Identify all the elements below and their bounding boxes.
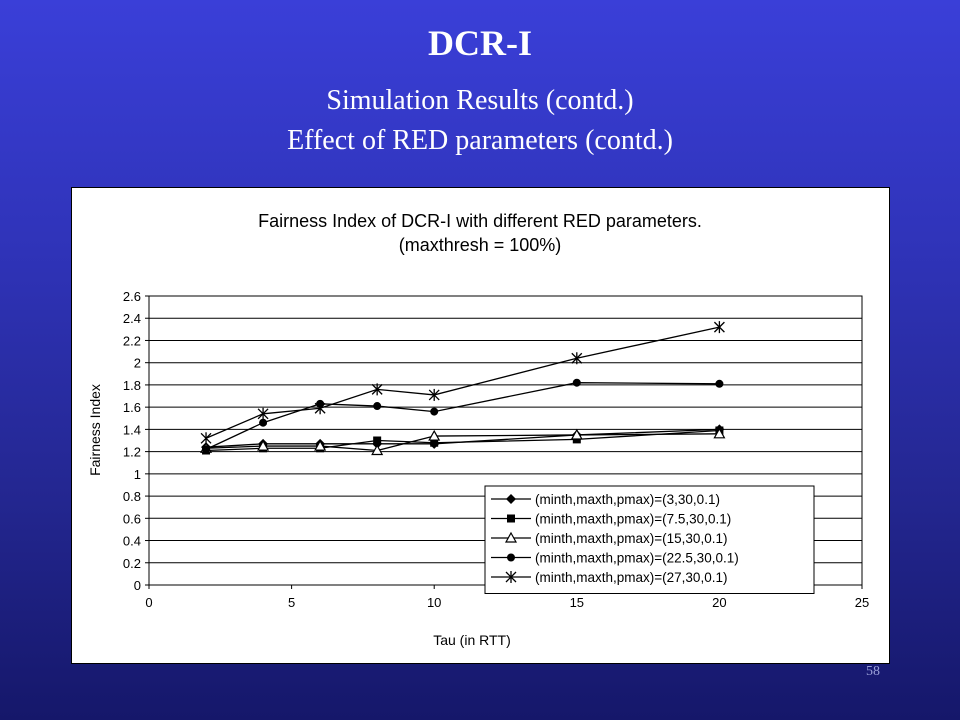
y-tick-label: 1.6 xyxy=(123,400,141,415)
y-tick-label: 0.6 xyxy=(123,511,141,526)
slide-title: DCR-I xyxy=(428,23,532,63)
data-point-star xyxy=(713,321,725,334)
data-point-triangle xyxy=(314,439,327,451)
y-tick-label: 2 xyxy=(134,356,141,371)
chart-title: Fairness Index of DCR-I with different R… xyxy=(258,211,702,231)
legend-label: (minth,maxth,pmax)=(15,30,0.1) xyxy=(535,531,727,546)
x-axis-label: Tau (in RTT) xyxy=(433,632,511,648)
y-tick-label: 2.4 xyxy=(123,311,141,326)
chart-subtitle: (maxthresh = 100%) xyxy=(399,235,562,255)
line-chart: Fairness Index of DCR-I with different R… xyxy=(87,211,869,648)
data-point-circle xyxy=(373,402,382,411)
data-point-star xyxy=(428,388,440,401)
data-point-circle xyxy=(430,407,439,416)
y-tick-label: 0.8 xyxy=(123,489,141,504)
legend-box xyxy=(484,485,815,594)
data-point-triangle xyxy=(570,428,583,440)
data-point-circle xyxy=(202,445,211,454)
data-point-triangle xyxy=(428,429,441,441)
data-point-circle xyxy=(715,379,724,388)
data-point-triangle xyxy=(713,427,726,439)
data-point-star xyxy=(571,352,583,365)
y-tick-label: 1.2 xyxy=(123,445,141,460)
series-line-2 xyxy=(206,429,720,452)
y-tick-label: 0 xyxy=(134,578,141,593)
data-point-square xyxy=(373,436,382,445)
legend-label: (minth,maxth,pmax)=(22.5,30,0.1) xyxy=(535,551,739,566)
series-line-4 xyxy=(205,382,720,450)
data-point-star xyxy=(314,402,326,415)
page-number: 58 xyxy=(866,664,880,679)
data-point-star xyxy=(371,383,383,396)
data-point-circle xyxy=(259,418,268,427)
y-tick-label: 1 xyxy=(134,467,141,482)
legend-label: (minth,maxth,pmax)=(27,30,0.1) xyxy=(535,570,727,585)
y-tick-label: 0.2 xyxy=(123,556,141,571)
data-point-star xyxy=(200,432,212,445)
legend-label: (minth,maxth,pmax)=(7.5,30,0.1) xyxy=(535,512,731,527)
x-tick-label: 5 xyxy=(288,595,295,610)
y-tick-label: 1.8 xyxy=(123,378,141,393)
y-tick-label: 2.2 xyxy=(123,333,141,348)
legend-label: (minth,maxth,pmax)=(3,30,0.1) xyxy=(535,492,720,507)
x-tick-label: 10 xyxy=(427,595,441,610)
data-point-triangle xyxy=(257,439,270,451)
data-point-square xyxy=(430,438,439,447)
data-point-circle xyxy=(572,378,581,387)
chart-area: Fairness Index of DCR-I with different R… xyxy=(71,187,890,664)
legend-marker-triangle xyxy=(504,531,518,543)
data-point-star xyxy=(257,407,269,420)
x-tick-label: 20 xyxy=(712,595,726,610)
x-tick-label: 15 xyxy=(570,595,584,610)
series-line-1 xyxy=(206,428,720,448)
legend-marker-diamond xyxy=(506,494,516,504)
slide-subtitle-2: Effect of RED parameters (contd.) xyxy=(287,125,673,156)
legend-marker-square xyxy=(507,514,515,523)
x-tick-label: 0 xyxy=(145,595,152,610)
legend-marker-star xyxy=(505,571,517,583)
data-point-triangle xyxy=(371,444,384,456)
y-axis-label: Fairness Index xyxy=(87,384,103,476)
y-tick-label: 2.6 xyxy=(123,289,141,304)
legend-marker-circle xyxy=(507,553,515,562)
y-tick-label: 1.4 xyxy=(123,422,141,437)
y-tick-label: 0.4 xyxy=(123,534,141,549)
x-tick-label: 25 xyxy=(855,595,869,610)
legend: (minth,maxth,pmax)=(3,30,0.1) (minth,maxt… xyxy=(484,485,815,594)
slide-subtitle-1: Simulation Results (contd.) xyxy=(326,85,634,116)
